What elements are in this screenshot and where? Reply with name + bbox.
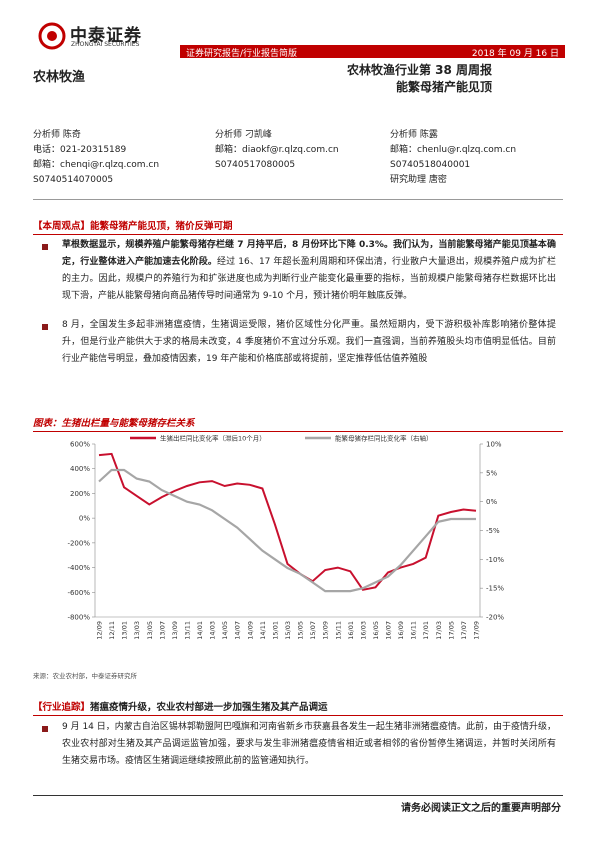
y2-tick-label: 5%: [486, 469, 497, 477]
logo-en: ZHONGTAI SECURITIES: [71, 41, 140, 48]
x-tick-label: 15/03: [284, 621, 292, 640]
divider: [33, 199, 563, 200]
paragraph: 草根数据显示，规模养殖户能繁母猪存栏继 7 月持平后，8 月份环比下降 0.3%…: [62, 237, 556, 305]
paragraph: 8 月，全国发生多起非洲猪瘟疫情，生猪调运受限，猪价区域性分化严重。虽然短期内，…: [62, 320, 556, 364]
x-tick-label: 16/07: [385, 621, 393, 640]
analyst-line: S0740514070005: [33, 175, 114, 185]
y-tick-label: 0%: [79, 515, 90, 523]
analyst-line: S0740518040001: [390, 160, 471, 170]
x-tick-label: 13/11: [183, 621, 191, 640]
section-title: 猪瘟疫情升级，农业农村部进一步加强生猪及其产品调运: [90, 702, 328, 713]
y-tick-label: -600%: [67, 589, 90, 597]
report-type: 证券研究报告/行业报告简版: [186, 49, 298, 59]
section-label: 【行业追踪】: [33, 702, 91, 713]
section-label: 【本周观点】: [33, 221, 91, 232]
x-tick-label: 14/03: [209, 621, 217, 640]
x-tick-label: 14/11: [259, 621, 267, 640]
y2-tick-label: 0%: [486, 498, 497, 506]
x-tick-label: 17/01: [422, 621, 430, 640]
y2-tick-label: -15%: [486, 585, 504, 593]
series-line: [98, 452, 477, 591]
x-tick-label: 17/09: [473, 621, 481, 640]
analyst-line: 邮箱：chenlu@r.qlzq.com.cn: [390, 145, 517, 155]
x-tick-label: 13/05: [146, 621, 154, 640]
footer: 请务必阅读正文之后的重要声明部分: [401, 803, 561, 814]
y-tick-label: -200%: [67, 539, 90, 547]
y-tick-label: -400%: [67, 564, 90, 572]
bullet: [42, 726, 48, 732]
y-tick-label: 600%: [70, 441, 90, 449]
sector: 农林牧渔: [33, 70, 86, 85]
header-bar: [180, 45, 565, 58]
x-tick-label: 12/09: [96, 621, 104, 640]
title: 农林牧渔行业第 38 周周报: [346, 63, 492, 77]
x-tick-label: 16/01: [347, 621, 355, 640]
logo-icon: [38, 22, 66, 50]
analyst-line: 电话：021-20315189: [33, 145, 127, 155]
subtitle: 能繁母猪产能见顶: [395, 80, 492, 94]
y-tick-label: 200%: [70, 490, 90, 498]
x-tick-label: 14/05: [221, 621, 229, 640]
y-tick-label: -800%: [67, 614, 90, 622]
x-tick-label: 15/11: [334, 621, 342, 640]
paragraph: 9 月 14 日，内蒙古自治区锡林郭勒盟阿巴嘎旗和河南省新乡市获嘉县各发生一起生…: [62, 722, 556, 766]
x-tick-label: 17/05: [447, 621, 455, 640]
x-tick-label: 16/03: [359, 621, 367, 640]
x-tick-label: 14/01: [196, 621, 204, 640]
x-tick-label: 16/05: [372, 621, 380, 640]
bullet: [42, 244, 48, 250]
x-tick-label: 15/01: [271, 621, 279, 640]
x-tick-label: 13/03: [133, 621, 141, 640]
chart: 600% 400% 200% 0% -200% -400% -600% -800% 10% 5% 0…: [67, 434, 504, 640]
analyst-line: 分析师 陈奇: [33, 130, 81, 140]
logo-cn: 中泰证券: [70, 26, 142, 46]
x-tick-label: 13/07: [158, 621, 166, 640]
analyst-line: 邮箱：chenqi@r.qlzq.com.cn: [33, 160, 160, 170]
y2-tick-label: 10%: [486, 441, 502, 449]
bullet: [42, 324, 48, 330]
y2-tick-label: -10%: [486, 556, 504, 564]
section-heading: 【本周观点】能繁母猪产能见顶，猪价反弹可期: [33, 218, 563, 235]
x-tick-label: 15/09: [322, 621, 330, 640]
report-date: 2018 年 09 月 16 日: [471, 49, 559, 59]
x-tick-label: 17/03: [435, 621, 443, 640]
y-tick-label: 400%: [70, 465, 90, 473]
series-line: [98, 468, 476, 593]
x-tick-label: 17/07: [460, 621, 468, 640]
x-tick-label: 15/07: [309, 621, 317, 640]
x-tick-label: 13/01: [121, 621, 129, 640]
bold-text: 草根数据显示，规模养殖户能繁母猪存栏继 7 月持平后，8 月份环比下降 0.3%…: [62, 240, 556, 267]
x-tick-label: 14/07: [234, 621, 242, 640]
y2-tick-label: -5%: [486, 527, 500, 535]
x-tick-label: 16/11: [410, 621, 418, 640]
section-heading: 【行业追踪】猪瘟疫情升级，农业农村部进一步加强生猪及其产品调运: [33, 699, 563, 716]
x-tick-label: 12/11: [108, 621, 116, 640]
x-tick-label: 15/05: [297, 621, 305, 640]
analyst-line: 邮箱：diaokf@r.qlzq.com.cn: [215, 145, 339, 155]
analyst-line: 分析师 刁凯峰: [215, 130, 272, 140]
y2-tick-label: -20%: [486, 614, 504, 622]
analyst-line: 研究助理 唐密: [390, 175, 447, 185]
text: 经过 16、17 年超长盈利周期和环保出清，行业散户大量退出，规模养殖户成为扩栏…: [62, 257, 556, 301]
analyst-line: 分析师 陈露: [390, 130, 438, 140]
footer-line: [33, 795, 563, 796]
figure-caption: 图表：生猪出栏量与能繁母猪存栏关系: [33, 415, 563, 432]
x-tick-label: 14/09: [246, 621, 254, 640]
legend-label: 生猪出栏同比变化率（滞后10个月）: [160, 434, 266, 443]
section-title: 能繁母猪产能见顶，猪价反弹可期: [90, 221, 233, 232]
x-tick-label: 13/09: [171, 621, 179, 640]
x-tick-label: 16/09: [397, 621, 405, 640]
legend-label: 能繁母猪存栏同比变化率（右轴）: [335, 434, 433, 443]
title-block: 农林牧渔行业第 38 周周报 能繁母猪产能见顶: [312, 62, 492, 96]
figure-source: 来源：农业农村部，中泰证券研究所: [33, 672, 137, 680]
analyst-line: S0740517080005: [215, 160, 296, 170]
